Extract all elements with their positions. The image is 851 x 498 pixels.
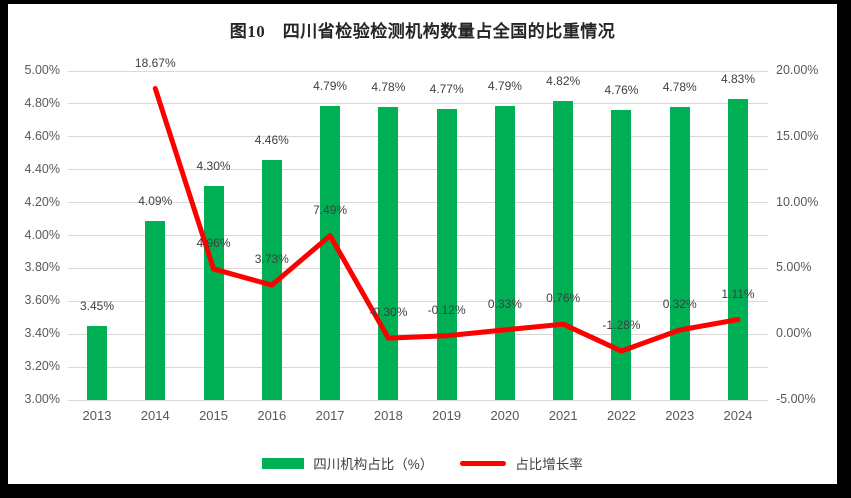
- y-axis-left-tick-label: 3.80%: [24, 260, 60, 275]
- bar-value-label: 4.09%: [138, 193, 173, 208]
- y-axis-left-tick-label: 5.00%: [24, 63, 60, 77]
- bar-value-label: 4.46%: [254, 132, 289, 147]
- gridline: [68, 333, 768, 335]
- bar: [145, 220, 166, 400]
- x-axis-tick-label: 2014: [140, 408, 170, 423]
- bar-value-label: 4.76%: [604, 83, 639, 98]
- y-axis-right-tick-label: 20.00%: [776, 63, 819, 77]
- x-axis-tick-label: 2019: [432, 408, 462, 423]
- line-value-label: -0.12%: [427, 302, 466, 317]
- bar-value-label: 4.78%: [662, 80, 697, 95]
- gridline: [68, 103, 768, 105]
- gridline: [68, 267, 768, 269]
- line-value-label: 4.96%: [196, 235, 231, 250]
- chart-area: 图10 四川省检验检测机构数量占全国的比重情况 3.00% 3.20% 3.40% 3…: [8, 4, 837, 484]
- gridline: [68, 235, 768, 236]
- legend: 四川机构占比（%） 占比增长率: [8, 453, 837, 473]
- legend-line-label: 占比增长率: [515, 457, 583, 472]
- bar: [728, 98, 748, 400]
- bar: [494, 105, 515, 400]
- y-axis-left-tick-label: 4.40%: [24, 161, 60, 176]
- y-axis-left-tick-label: 4.60%: [24, 128, 60, 143]
- line-value-label: 0.32%: [662, 296, 697, 311]
- x-axis-tick-label: 2013: [82, 408, 112, 423]
- x-axis-tick-label: 2020: [490, 408, 520, 423]
- bar-value-label: 4.77%: [429, 81, 464, 96]
- x-axis-tick-label: 2015: [199, 408, 228, 423]
- bar: [320, 105, 341, 400]
- x-axis-tick-label: 2023: [665, 408, 695, 423]
- legend-bar-label: 四川机构占比（%）: [313, 457, 434, 472]
- growth-line-svg: [152, 86, 741, 354]
- bar: [87, 325, 107, 400]
- bar: [553, 100, 574, 400]
- bar: [203, 186, 224, 400]
- plot-area: 3.00% 3.20% 3.40% 3.60% 3.80% 4.00% 4.20% 4.40%…: [8, 4, 837, 484]
- y-axis-left-tick-label: 3.40%: [24, 326, 60, 341]
- y-axis-left-tick-label: 3.60%: [24, 293, 60, 308]
- bar-value-label: 4.79%: [313, 78, 348, 93]
- bar: [611, 110, 632, 400]
- y-axis-right-tick-label: -5.00%: [776, 392, 816, 406]
- x-axis-tick-label: 2024: [723, 408, 753, 423]
- chart-title: 图10 四川省检验检测机构数量占全国的比重情况: [229, 22, 616, 41]
- y-axis-right-tick-label: 5.00%: [776, 260, 812, 275]
- line-value-label: 0.33%: [487, 296, 522, 311]
- gridline: [68, 136, 768, 138]
- bar-value-label: 4.79%: [487, 78, 522, 93]
- bar-value-label: 4.82%: [546, 73, 581, 88]
- legend-bar-swatch: [262, 457, 305, 469]
- legend-line-swatch: [460, 460, 507, 466]
- y-axis-right-tick-label: 15.00%: [776, 128, 819, 143]
- line-value-label: 3.73%: [254, 252, 289, 267]
- x-axis-tick-label: 2016: [257, 408, 287, 423]
- line-value-label: 0.76%: [546, 291, 581, 306]
- x-axis-tick-label: 2022: [606, 408, 636, 423]
- gridline: [68, 366, 768, 368]
- bar-value-label: 4.83%: [720, 71, 756, 86]
- y-axis-left-tick-label: 4.20%: [24, 194, 60, 209]
- gridline: [68, 169, 768, 171]
- y-axis-right-tick-label: 10.00%: [776, 194, 819, 209]
- bar: [669, 107, 690, 400]
- gridline: [68, 70, 768, 72]
- line-value-label: -1.28%: [602, 318, 641, 333]
- gridline: [68, 399, 768, 401]
- line-value-label: 18.67%: [134, 55, 176, 70]
- bar: [436, 108, 457, 400]
- y-axis-left-tick-label: 3.00%: [24, 392, 60, 406]
- x-axis-tick-label: 2017: [315, 408, 345, 423]
- bar-value-label: 4.30%: [196, 159, 231, 174]
- bar-value-label: 4.78%: [371, 80, 406, 95]
- line-value-label: -0.30%: [369, 305, 408, 320]
- y-axis-left-tick-label: 4.80%: [24, 95, 60, 110]
- y-axis-right-tick-label: 0.00%: [776, 326, 812, 341]
- x-axis-tick-label: 2021: [548, 408, 578, 423]
- y-axis-left-tick-label: 4.00%: [24, 227, 60, 242]
- bar: [378, 107, 399, 400]
- gridline: [68, 202, 768, 204]
- bar: [261, 159, 282, 400]
- line-value-label: 7.49%: [313, 202, 348, 217]
- bar-value-label: 3.45%: [79, 298, 115, 313]
- line-value-label: 1.11%: [721, 286, 755, 301]
- y-axis-left-tick-label: 3.20%: [24, 359, 60, 374]
- x-axis-tick-label: 2018: [373, 408, 403, 423]
